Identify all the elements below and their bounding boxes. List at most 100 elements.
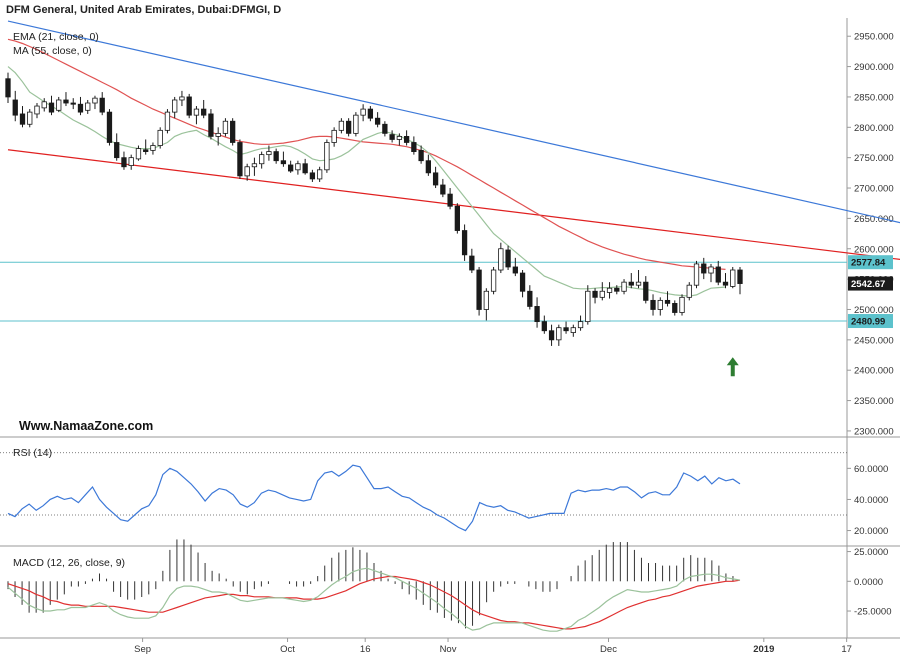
candle-body bbox=[570, 327, 576, 333]
candle-body bbox=[490, 269, 497, 292]
price-ytick-label: 2900.000 bbox=[854, 62, 894, 73]
candle-body bbox=[679, 296, 685, 313]
candle-body bbox=[99, 97, 105, 113]
candle-body bbox=[411, 142, 417, 152]
candle-body bbox=[476, 269, 482, 310]
candle-body bbox=[440, 184, 446, 195]
candle-body bbox=[251, 163, 258, 168]
candle-body bbox=[266, 151, 272, 156]
price-ytick-label: 2950.000 bbox=[854, 32, 894, 43]
candle-body bbox=[121, 157, 127, 168]
candle-body bbox=[628, 281, 634, 286]
candle-body bbox=[353, 114, 359, 134]
trendline-upper bbox=[7, 20, 900, 224]
price-tag bbox=[848, 276, 893, 291]
candle-body bbox=[519, 272, 526, 292]
candle-body bbox=[577, 321, 584, 329]
candle-body bbox=[27, 111, 33, 125]
candle-body bbox=[179, 96, 185, 101]
candle-body bbox=[106, 111, 113, 143]
candle-body bbox=[70, 102, 76, 105]
macd-ytick-label: -25.0000 bbox=[854, 607, 892, 618]
price-tag bbox=[848, 255, 893, 270]
candle-body bbox=[432, 172, 439, 186]
ma-legend: MA (55, close, 0) bbox=[13, 45, 92, 57]
rsi-ytick-label: 60.0000 bbox=[854, 464, 888, 475]
candle-body bbox=[650, 299, 656, 310]
chart-title: DFM General, United Arab Emirates, Dubai… bbox=[6, 4, 281, 16]
candle-body bbox=[396, 136, 403, 140]
candle-body bbox=[403, 136, 410, 143]
candle-body bbox=[585, 290, 591, 323]
price-ytick-label: 2600.000 bbox=[854, 244, 894, 255]
candle-body bbox=[201, 108, 207, 116]
candle-body bbox=[41, 101, 47, 109]
candle-body bbox=[686, 284, 692, 298]
candle-body bbox=[367, 108, 374, 119]
candle-body bbox=[302, 163, 308, 174]
candle-body bbox=[599, 290, 605, 298]
x-axis: SepOct16NovDec201917FebMar bbox=[134, 638, 852, 655]
ema-line bbox=[7, 66, 726, 297]
candle-body bbox=[657, 299, 663, 310]
price-ytick-label: 2750.000 bbox=[854, 153, 894, 164]
price-tag bbox=[848, 314, 893, 329]
candle-body bbox=[447, 193, 453, 207]
candle-body bbox=[498, 248, 504, 271]
candle-body bbox=[193, 108, 200, 116]
candle-body bbox=[331, 129, 337, 143]
candle-body bbox=[592, 290, 598, 298]
candle-body bbox=[222, 120, 229, 134]
candle-body bbox=[345, 120, 352, 134]
macd-ytick-label: 25.0000 bbox=[854, 547, 888, 558]
xtick-label: Nov bbox=[440, 644, 457, 655]
candle-body bbox=[672, 303, 678, 313]
candle-body bbox=[215, 132, 221, 137]
candle-body bbox=[541, 321, 547, 332]
candle-body bbox=[730, 269, 736, 287]
candle-body bbox=[164, 111, 171, 131]
candle-body bbox=[621, 281, 627, 292]
candle-body bbox=[280, 160, 287, 165]
candle-body bbox=[606, 287, 613, 293]
price-tag-label: 2542.67 bbox=[851, 279, 885, 290]
xtick-label: Oct bbox=[280, 644, 295, 655]
price-tag-label: 2480.99 bbox=[851, 317, 885, 328]
candle-body bbox=[382, 123, 388, 134]
candle-body bbox=[563, 327, 569, 332]
candle-body bbox=[48, 102, 55, 113]
candle-body bbox=[338, 120, 345, 131]
candle-body bbox=[534, 306, 540, 323]
candle-body bbox=[34, 105, 40, 115]
xtick-label: Dec bbox=[600, 644, 617, 655]
candle-body bbox=[461, 230, 468, 256]
rsi-line bbox=[7, 464, 741, 532]
candle-body bbox=[505, 249, 511, 268]
up-arrow-icon bbox=[726, 357, 739, 377]
candle-body bbox=[244, 166, 250, 177]
candle-body bbox=[143, 149, 149, 152]
candle-body bbox=[512, 266, 518, 274]
macd-panel: 25.0000 0.0000 -25.0000 bbox=[7, 539, 892, 632]
candle-body bbox=[172, 99, 178, 113]
candle-body bbox=[114, 142, 120, 159]
candle-body bbox=[56, 99, 62, 111]
trendline-lower bbox=[7, 149, 900, 261]
candle-body bbox=[425, 160, 432, 174]
candle-body bbox=[288, 164, 294, 172]
rsi-legend: RSI (14) bbox=[13, 447, 52, 459]
candle-body bbox=[63, 99, 69, 104]
rsi-ytick-label: 40.0000 bbox=[854, 495, 888, 506]
candle-body bbox=[273, 151, 279, 162]
candle-body bbox=[548, 330, 555, 341]
candle-body bbox=[157, 129, 163, 146]
candle-body bbox=[715, 266, 721, 283]
candle-body bbox=[737, 269, 743, 284]
candle-body bbox=[454, 205, 460, 231]
candle-body bbox=[92, 97, 98, 104]
candle-body bbox=[77, 103, 84, 113]
candle-body bbox=[556, 327, 562, 341]
macd-ytick-label: 0.0000 bbox=[854, 577, 883, 588]
candle-body bbox=[360, 108, 366, 116]
